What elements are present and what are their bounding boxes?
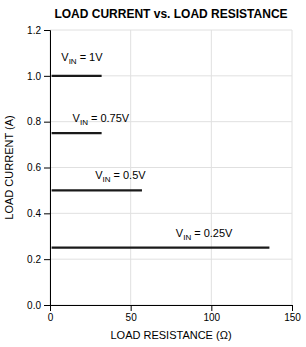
line — [52, 189, 142, 191]
tick-mark — [44, 76, 50, 77]
annotation: VIN= 0.75V — [73, 112, 130, 127]
tick-mark — [44, 305, 50, 306]
annotation-subscript: IN — [69, 57, 77, 66]
annotation-text: = 1V — [80, 51, 104, 63]
annotation-text: = 0.75V — [91, 112, 130, 124]
y-axis-label: LOAD CURRENT (A) — [3, 115, 15, 219]
tick: 50 — [126, 305, 138, 323]
title: LOAD CURRENT vs. LOAD RESISTANCE — [54, 7, 287, 21]
grid — [50, 30, 292, 305]
tick: 100 — [203, 305, 220, 323]
tick: 0 — [48, 305, 54, 323]
tick-label: 0.0 — [27, 300, 41, 311]
tick-label: 50 — [126, 312, 138, 323]
tick-mark — [44, 168, 50, 169]
axis-line — [51, 306, 293, 312]
tick-mark — [211, 305, 212, 311]
tick-label: 0.8 — [27, 116, 41, 127]
tick: 1.0 — [27, 71, 50, 82]
tick: 0.4 — [27, 208, 50, 219]
tick-mark — [292, 305, 293, 311]
x-axis-label: LOAD RESISTANCE (Ω) — [110, 329, 231, 341]
tick-label: 1.0 — [27, 71, 41, 82]
tick-label: 1.2 — [27, 25, 41, 36]
y-axis: 0.0 0.2 0.4 0.6 0.8 1.0 1.2 — [27, 25, 50, 311]
annotation: VIN= 1V — [61, 51, 103, 66]
tick: 1.2 — [27, 25, 50, 36]
line — [52, 247, 270, 249]
tick: 0.0 — [27, 300, 50, 311]
grid-line — [50, 167, 292, 168]
line — [52, 132, 102, 134]
annotations: VIN= 1V VIN= 0.75V VIN= 0.5V VIN= 0.25V — [61, 51, 233, 241]
annotation-text: = 0.25V — [194, 227, 233, 239]
tick-label: 100 — [203, 312, 220, 323]
annotation-subscript: IN — [103, 175, 111, 184]
series-group — [52, 76, 270, 248]
line — [52, 75, 102, 77]
annotation: VIN= 0.25V — [176, 227, 233, 242]
tick-mark — [44, 213, 50, 214]
tick-label: 0.6 — [27, 162, 41, 173]
tick-mark — [44, 122, 50, 123]
grid-line — [50, 259, 292, 260]
tick-label: 0.2 — [27, 254, 41, 265]
plot: 0501001500.00.20.40.60.81.01.2VIN= 1VVIN… — [27, 25, 301, 323]
tick: 150 — [284, 305, 301, 323]
tick-mark — [44, 30, 50, 31]
tick: 0.8 — [27, 116, 50, 127]
tick-mark — [131, 305, 132, 311]
axis-line — [44, 31, 51, 306]
x-axis: 0 50 100 150 — [48, 305, 302, 323]
chart: 0501001500.00.20.40.60.81.01.2VIN= 1VVIN… — [0, 0, 306, 347]
annotation-text: = 0.5V — [114, 169, 147, 181]
grid-line — [50, 213, 292, 214]
annotation-subscript: IN — [80, 118, 88, 127]
tick-label: 0.4 — [27, 208, 41, 219]
tick-label: 0 — [48, 312, 54, 323]
tick: 0.2 — [27, 254, 50, 265]
grid-line — [50, 75, 292, 76]
annotation: VIN= 0.5V — [95, 169, 146, 184]
tick-label: 150 — [284, 312, 301, 323]
annotation-subscript: IN — [183, 233, 191, 242]
tick-mark — [44, 259, 50, 260]
tick: 0.6 — [27, 162, 50, 173]
grid-line — [50, 30, 292, 31]
